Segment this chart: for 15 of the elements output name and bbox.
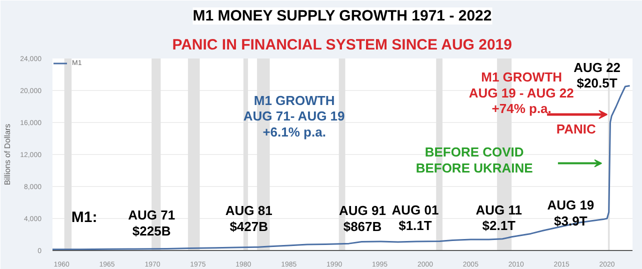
annotation: AUG 91 $867B [339,203,386,234]
y-axis-title: Billions of Dollars [3,124,12,186]
annotation: AUG 11 $2.1T [476,202,522,234]
annotation: AUG 22 $20.5T [574,60,621,91]
annotation: M1 GROWTH AUG 71- AUG 19 +6.1% p.a. [243,92,345,140]
annotation: AUG 19 $3.9T [547,198,594,228]
annotation: M1 GROWTH AUG 19 - AUG 22 +74% p.a. [468,70,574,116]
annotation: AUG 71 $225B [128,208,176,238]
chart-title: M1 MONEY SUPPLY GROWTH 1971 - 2022 [192,8,492,24]
chart-subtitle: PANIC IN FINANCIAL SYSTEM SINCE AUG 2019 [172,36,512,54]
annotation: AUG 81 $427B [225,203,272,234]
annotation: BEFORE COVID BEFORE UKRAINE [416,144,534,176]
annotation: PANIC [556,121,596,136]
annotation: AUG 01 $1.1T [392,202,439,234]
annotation: M1: [71,209,98,226]
